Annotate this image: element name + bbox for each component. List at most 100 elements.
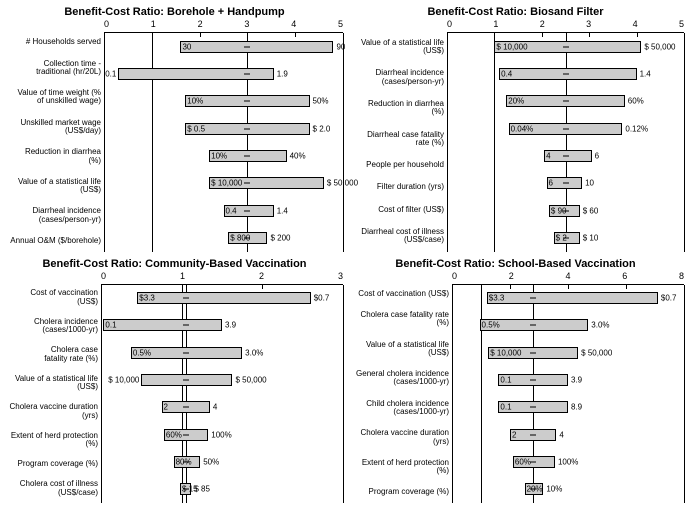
row-label: # Households served — [6, 38, 101, 46]
tornado-bar: $ 10,000$ 50,000 — [447, 41, 684, 53]
bar-high-label: $ 2.0 — [310, 124, 331, 133]
axis-tick-label: 3 — [586, 19, 591, 29]
tornado-bar: 6 10 — [447, 177, 684, 189]
axis-tick-label: 0 — [447, 19, 452, 29]
plot-area: 02468$3.3$0.70.5%3.0%$ 10,000$ 50,0000.1… — [452, 284, 684, 504]
tornado-bar: 0.1 3.9 — [452, 374, 684, 386]
panel-title: Benefit-Cost Ratio: Community-Based Vacc… — [6, 258, 343, 270]
bar-low-label: 6 — [547, 179, 553, 188]
bar-low-label: $ 2 — [554, 233, 567, 242]
axis-tick-label: 1 — [493, 19, 498, 29]
bar-high-label: 4 — [210, 403, 217, 412]
bar-high-label: $ 200 — [267, 233, 290, 242]
row-label: Cholera vaccine duration (yrs) — [6, 403, 98, 420]
row-label: Cost of filter (US$) — [347, 206, 444, 214]
panel-title: Benefit-Cost Ratio: Borehole + Handpump — [6, 6, 343, 18]
row-label: Cost of vaccination (US$) — [347, 290, 449, 298]
axis-tick-label: 5 — [338, 19, 343, 29]
row-label: Cholera vaccine duration (yrs) — [347, 429, 449, 446]
bar-high-label: 1.4 — [274, 206, 288, 215]
bar-low-label: 0.5% — [131, 348, 151, 357]
bar-high-label: $0.7 — [311, 294, 330, 303]
axis-tick-label: 0 — [452, 271, 457, 281]
axis-tick-label: 4 — [565, 271, 570, 281]
bar-low-label: $ 10,000 — [209, 179, 242, 188]
bar-high-label: 8.9 — [568, 403, 582, 412]
bar-high-label: $ 60 — [580, 206, 599, 215]
bar-low-label: $ 90 — [549, 206, 567, 215]
row-label: Cholera cost of illness (US$/case) — [6, 480, 98, 497]
bar-low-label: $ 10,000 — [108, 376, 141, 385]
bar-low-label: 4 — [544, 151, 550, 160]
row-label: Cost of vaccination (US$) — [6, 289, 98, 306]
bar-low-label: $ 10,000 — [488, 348, 521, 357]
bar-high-label: $ 85 — [191, 485, 210, 494]
bar-high-label: 4 — [556, 430, 563, 439]
bar-low-label: 80% — [174, 458, 192, 467]
bar-high-label: 3.9 — [568, 376, 582, 385]
tornado-bar: 0.4 1.4 — [104, 205, 343, 217]
tornado-bar: $ 2$ 10 — [447, 232, 684, 244]
bar-high-label: 10% — [543, 485, 562, 494]
row-label: Diarrheal incidence (cases/person-yr) — [347, 69, 444, 86]
panel-0: Benefit-Cost Ratio: Borehole + Handpump #… — [6, 6, 343, 252]
panel-2: Benefit-Cost Ratio: Community-Based Vacc… — [6, 258, 343, 504]
row-label: Diarrheal cost of illness (US$/case) — [347, 228, 444, 245]
panel-3: Benefit-Cost Ratio: School-Based Vaccina… — [347, 258, 684, 504]
row-label: Diarrheal case fatality rate (%) — [347, 131, 444, 148]
bar-high-label: 3.9 — [222, 321, 236, 330]
bar-low-label: 0.4 — [499, 69, 512, 78]
row-label: Diarrheal incidence (cases/person-yr) — [6, 207, 101, 224]
bar-low-label: $ 10,000 — [494, 42, 527, 51]
bar-high-label: $ 50,000 — [578, 348, 612, 357]
tornado-bar: $3.3$0.7 — [452, 292, 684, 304]
bar-low-label: 10% — [185, 97, 203, 106]
axis-tick-label: 4 — [633, 19, 638, 29]
bar-low-label: 20% — [525, 485, 543, 494]
row-label: Value of time weight (% of unskilled wag… — [6, 89, 101, 106]
tornado-bar: 0.04%0.12% — [447, 123, 684, 135]
row-label: Cholera incidence (cases/1000-yr) — [6, 318, 98, 335]
bar-low-label: 0.04% — [509, 124, 534, 133]
bar-low-label: 0.4 — [224, 206, 237, 215]
bar-high-label: 10 — [582, 179, 594, 188]
row-label: Value of a statistical life (US$) — [6, 178, 101, 195]
row-label: Reduction in diarrhea (%) — [347, 100, 444, 117]
bar-high-label: 60% — [625, 97, 644, 106]
plot-area: 012345$ 10,000$ 50,0000.41.420%60%0.04%0… — [447, 32, 684, 252]
bar-low-label: $3.3 — [137, 294, 155, 303]
axis-tick-label: 1 — [151, 19, 156, 29]
tornado-bar: $ 10,000$ 50,000 — [101, 374, 343, 386]
bar-high-label: 90 — [333, 42, 345, 51]
bar-low-label: 0.1 — [498, 376, 511, 385]
bar-high-label: 1.9 — [274, 69, 288, 78]
tornado-bar: $3.3 $0.7 — [101, 292, 343, 304]
tornado-bar: 60%100% — [452, 456, 684, 468]
tornado-bar: 0.11.9 — [104, 68, 343, 80]
axis-tick-label: 1 — [180, 271, 185, 281]
axis-tick-label: 3 — [244, 19, 249, 29]
tornado-bar: $ 10,000$ 50,000 — [104, 177, 343, 189]
bar-low-label: 20% — [506, 97, 524, 106]
bar-low-label: 0.1 — [498, 403, 511, 412]
x-axis: 02468 — [452, 271, 684, 281]
row-label: Value of a statistical life (US$) — [347, 341, 449, 358]
bar-low-label: 10% — [209, 151, 227, 160]
bar-high-label: 50% — [310, 97, 329, 106]
tornado-bar: $ 800$ 200 — [104, 232, 343, 244]
tornado-bar: 24 — [101, 401, 343, 413]
tornado-bar: $ 10,000 $ 50,000 — [452, 347, 684, 359]
bar-high-label: 100% — [208, 430, 231, 439]
bar-low-label: 60% — [164, 430, 182, 439]
tornado-bar: 46 — [447, 150, 684, 162]
row-label: Program coverage (%) — [347, 488, 449, 496]
axis-tick-label: 2 — [540, 19, 545, 29]
bar-low-label: 0.5% — [480, 321, 500, 330]
tornado-panels: Benefit-Cost Ratio: Borehole + Handpump #… — [6, 6, 684, 503]
axis-tick-label: 2 — [198, 19, 203, 29]
bar-low-label: 0.1 — [103, 321, 116, 330]
bar-high-label: 40% — [287, 151, 306, 160]
bar-high-label: 50% — [200, 458, 219, 467]
row-label: Filter duration (yrs) — [347, 183, 444, 191]
bar-high-label: 6 — [592, 151, 599, 160]
